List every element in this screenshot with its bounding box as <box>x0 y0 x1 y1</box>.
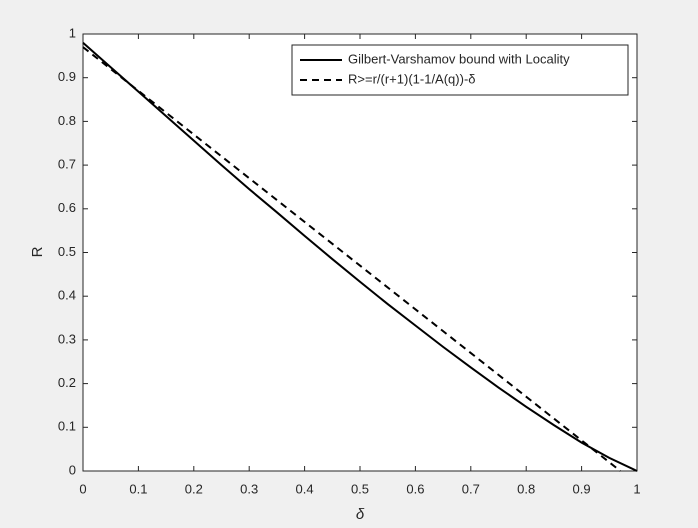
y-tick-label: 0.7 <box>58 157 76 172</box>
y-tick-label: 0.6 <box>58 200 76 215</box>
y-tick-label: 0.8 <box>58 113 76 128</box>
x-tick-label: 0.8 <box>517 481 535 496</box>
x-tick-label: 0.5 <box>351 481 369 496</box>
legend-label: Gilbert-Varshamov bound with Locality <box>348 51 570 66</box>
x-tick-label: 0.1 <box>129 481 147 496</box>
x-tick-label: 1 <box>633 481 640 496</box>
series-line <box>82 46 621 472</box>
legend-box <box>291 44 629 96</box>
y-tick-label: 0.4 <box>58 288 76 303</box>
y-tick-label: 1 <box>69 25 76 40</box>
y-tick-label: 0.9 <box>58 69 76 84</box>
y-axis-label: R <box>29 246 46 257</box>
x-tick-label: 0.2 <box>185 481 203 496</box>
x-tick-label: 0 <box>79 481 86 496</box>
x-tick-label: 0.4 <box>296 481 314 496</box>
y-tick-label: 0.1 <box>58 419 76 434</box>
plot-area <box>82 33 638 472</box>
x-tick-label: 0.9 <box>573 481 591 496</box>
x-axis-label: δ <box>356 506 365 523</box>
x-tick-label: 0.6 <box>406 481 424 496</box>
x-tick-label: 0.3 <box>240 481 258 496</box>
x-tick-label: 0.7 <box>462 481 480 496</box>
y-tick-label: 0.3 <box>58 331 76 346</box>
y-tick-label: 0.5 <box>58 244 76 259</box>
legend-label: R>=r/(r+1)(1-1/A(q))-δ <box>348 71 476 86</box>
series-line <box>82 41 638 472</box>
y-tick-label: 0 <box>69 462 76 477</box>
y-tick-label: 0.2 <box>58 375 76 390</box>
